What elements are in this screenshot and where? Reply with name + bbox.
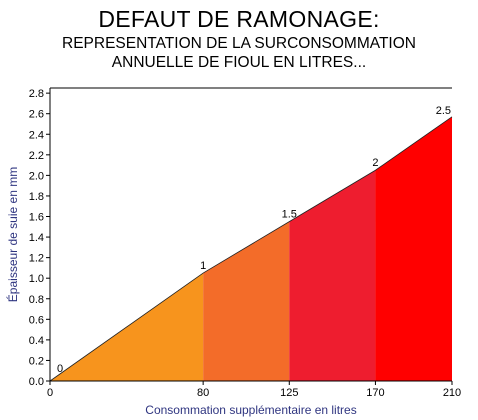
y-axis-title: Épaisseur de suie en mm <box>5 167 20 302</box>
y-tick-label: 0.2 <box>29 355 44 367</box>
data-label: 1 <box>200 260 206 272</box>
chart-subtitle-line-1: REPRESENTATION DE LA SURCONSOMMATION <box>62 35 416 52</box>
y-tick-label: 0.8 <box>29 294 44 306</box>
area-segment-4 <box>375 116 452 382</box>
y-tick-label: 1.8 <box>29 191 44 203</box>
data-label: 0 <box>57 363 63 375</box>
y-tick-label: 2.6 <box>29 109 44 121</box>
y-tick-label: 2.0 <box>29 170 44 182</box>
x-tick-label: 125 <box>280 387 298 399</box>
chart-subtitle: REPRESENTATION DE LA SURCONSOMMATION ANN… <box>0 34 478 72</box>
chart-data-labels: 0 1 1.5 2 2.5 <box>57 105 451 375</box>
area-segment-2 <box>203 221 290 381</box>
chart-subtitle-line-2: ANNUELLE DE FIOUL EN LITRES... <box>111 54 367 71</box>
y-tick-label: 0.6 <box>29 314 44 326</box>
y-tick-label: 2.4 <box>29 129 44 141</box>
data-label: 2.5 <box>436 105 451 117</box>
y-tick-label: 0.0 <box>29 376 44 388</box>
x-axis-title: Consommation supplémentaire en litres <box>145 403 356 417</box>
chart-ticks: 0.0 0.2 0.4 0.6 0.8 1.0 1.2 1.4 1.6 1.8 2.0 2.2 2.4 2… <box>29 88 461 399</box>
x-tick-label: 210 <box>443 387 461 399</box>
data-label: 1.5 <box>282 209 297 221</box>
y-tick-label: 1.4 <box>29 232 44 244</box>
chart-title: DEFAUT DE RAMONAGE: <box>98 6 380 32</box>
x-tick-label: 80 <box>197 387 209 399</box>
area-segment-3 <box>289 170 376 381</box>
series-line <box>49 116 453 382</box>
x-tick-label: 170 <box>366 387 384 399</box>
data-label: 2 <box>372 157 378 169</box>
y-tick-label: 1.6 <box>29 212 44 224</box>
chart-axes <box>49 87 452 382</box>
y-tick-label: 1.2 <box>29 253 44 265</box>
x-tick-label: 0 <box>47 387 53 399</box>
y-tick-label: 2.8 <box>29 88 44 100</box>
y-tick-label: 0.4 <box>29 335 44 347</box>
y-tick-label: 2.2 <box>29 150 44 162</box>
chart-areas <box>49 116 453 382</box>
y-tick-label: 1.0 <box>29 273 44 285</box>
